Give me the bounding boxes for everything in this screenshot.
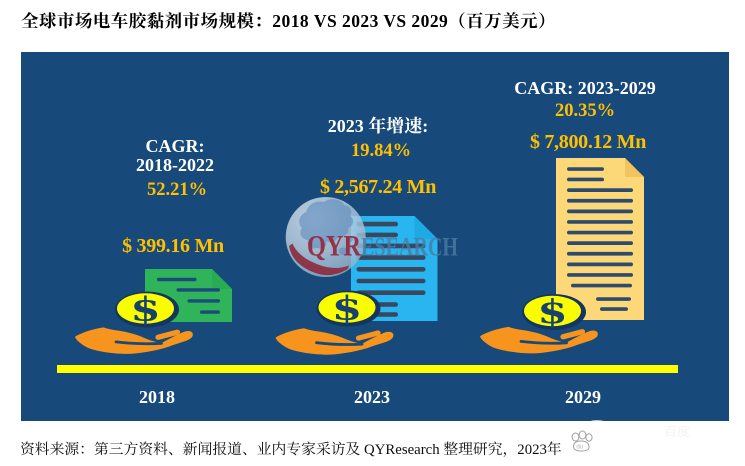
market-value-2029: $ 7,800.12 Mn <box>529 131 647 153</box>
cagr-label-2029: CAGR: 2023-2029 <box>514 78 656 98</box>
cagr-rate-2018: 52.21% <box>146 180 208 200</box>
value-axis-bar <box>57 365 678 373</box>
cagr-heading-line2: 2018-2022 <box>136 155 214 175</box>
cagr-rate-2029: 20.35% <box>554 101 616 121</box>
source-note: 资料来源：第三方资料、新闻报道、业内专家采访及 QYResearch 整理研究，… <box>20 441 562 458</box>
chart-title: 全球市场电车胶黏剂市场规模：2018 VS 2023 VS 2029（百万美元） <box>21 10 556 31</box>
growth-rate-2023: 19.84% <box>350 141 412 161</box>
year-label-2029: 2029 <box>565 387 601 407</box>
year-label-2023: 2023 <box>354 387 390 407</box>
cagr-label-2018: CAGR: 2018-2022 <box>136 137 214 175</box>
year-label-2018: 2018 <box>139 387 175 407</box>
cagr-heading-line1: CAGR: <box>145 136 205 156</box>
market-value-2018: $ 399.16 Mn <box>122 235 224 257</box>
growth-label-2023: 2023 年增速: <box>327 116 429 136</box>
watermark-smudge <box>587 420 607 428</box>
market-value-2023: $ 2,567.24 Mn <box>319 175 437 198</box>
